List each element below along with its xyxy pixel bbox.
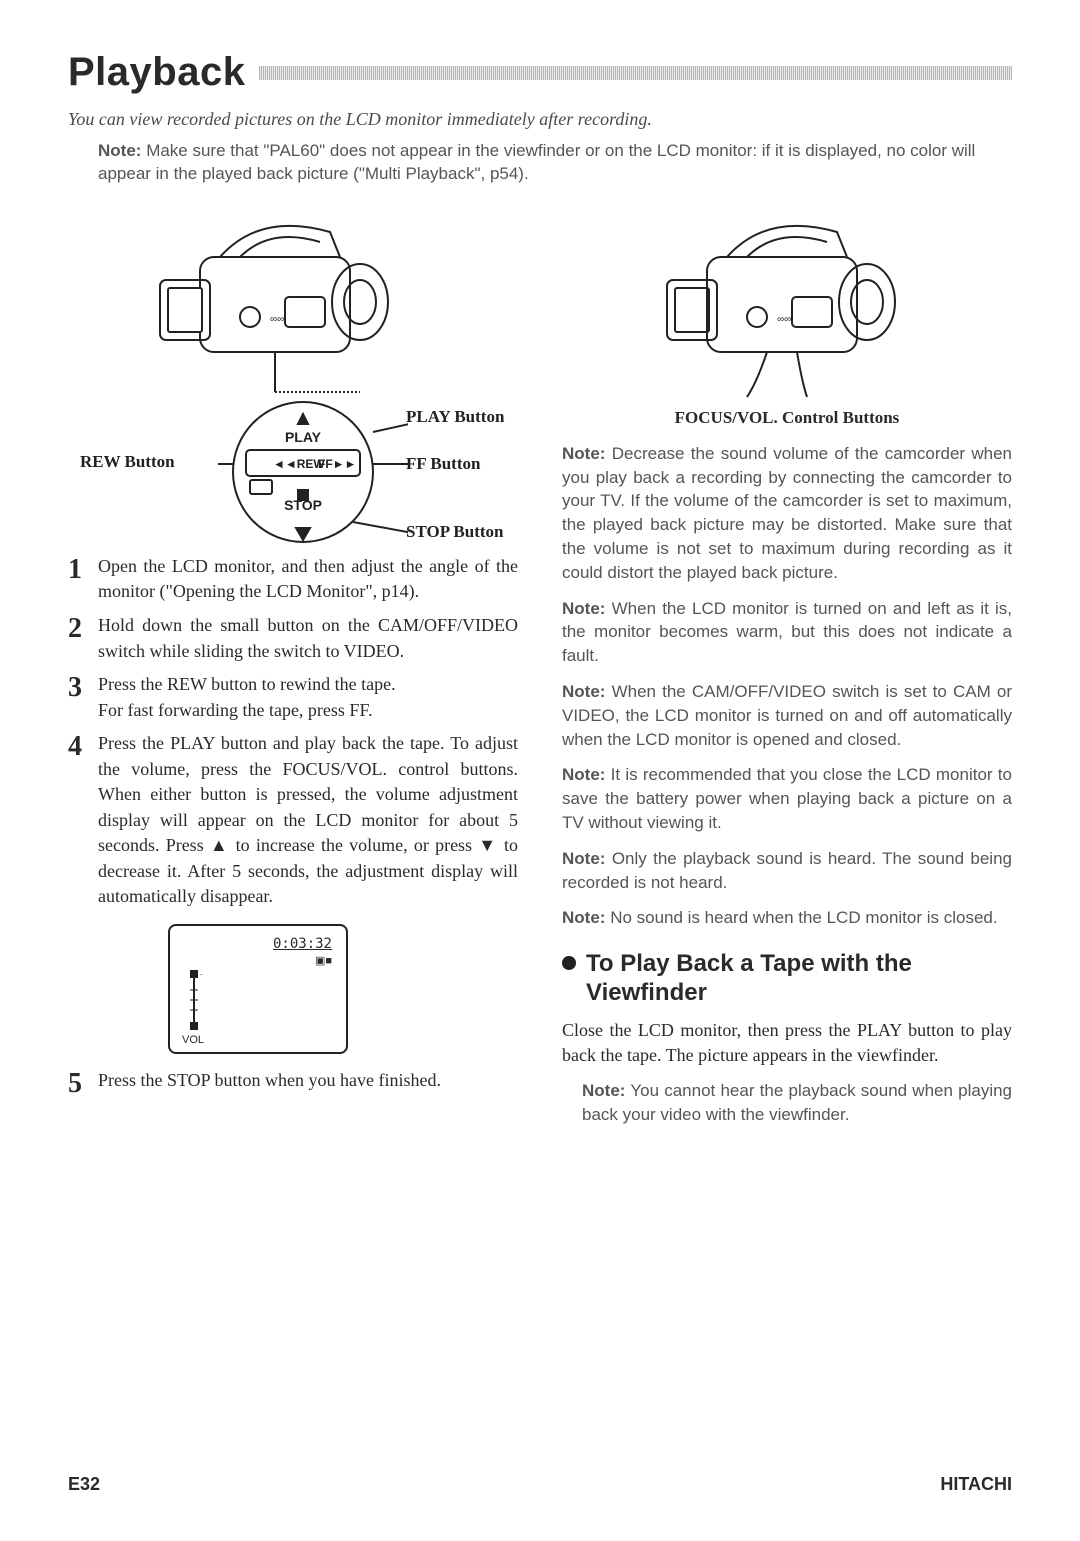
title-divider-bar <box>259 66 1012 80</box>
right-note-4: Note: Only the playback sound is heard. … <box>562 847 1012 895</box>
right-column: ∞∞ FOCUS/VOL. Control Buttons Note: Decr… <box>562 202 1012 1139</box>
svg-text:FF►►: FF►► <box>318 457 356 471</box>
section-viewfinder-title: To Play Back a Tape with the Viewfinder <box>562 950 1012 1008</box>
top-note-text: Make sure that "PAL60" does not appear i… <box>98 141 975 183</box>
ff-button-label: FF Button <box>406 454 480 474</box>
section-viewfinder-note-text: You cannot hear the playback sound when … <box>582 1081 1012 1124</box>
rew-button-label: REW Button <box>80 452 175 472</box>
section-viewfinder-note-label: Note: <box>582 1081 625 1100</box>
lcd-vol-label: VOL <box>182 1034 204 1046</box>
volume-bar-icon: + <box>188 970 202 1030</box>
step-3: Press the REW button to rewind the tape.… <box>68 672 518 723</box>
camcorder-focus-diagram: ∞∞ <box>562 202 1012 402</box>
play-button-label: PLAY Button <box>406 407 504 427</box>
right-note-1: Note: When the LCD monitor is turned on … <box>562 597 1012 668</box>
step-2: Hold down the small button on the CAM/OF… <box>68 613 518 664</box>
camcorder-icon: ∞∞ <box>130 202 430 402</box>
svg-text:PLAY: PLAY <box>285 429 322 445</box>
right-note-2: Note: When the CAM/OFF/VIDEO switch is s… <box>562 680 1012 751</box>
step-5: Press the STOP button when you have fini… <box>68 1068 518 1094</box>
page-title: Playback <box>68 50 245 95</box>
top-note: Note: Make sure that "PAL60" does not ap… <box>98 140 1012 186</box>
lcd-time: 0:03:32 <box>273 936 332 952</box>
left-column: ∞∞ PLAY ◄◄REW FF►► <box>68 202 518 1139</box>
controls-detail-icon: PLAY ◄◄REW FF►► STOP <box>218 392 408 552</box>
bullet-icon <box>562 956 576 970</box>
top-note-label: Note: <box>98 141 141 160</box>
camcorder-focus-icon: ∞∞ <box>637 202 937 402</box>
page-number: E32 <box>68 1474 100 1495</box>
section-viewfinder-body: Close the LCD monitor, then press the PL… <box>562 1018 1012 1069</box>
svg-text:∞∞: ∞∞ <box>777 314 791 325</box>
right-note-3: Note: It is recommended that you close t… <box>562 763 1012 834</box>
intro-text: You can view recorded pictures on the LC… <box>68 109 1012 130</box>
section-viewfinder-title-text: To Play Back a Tape with the Viewfinder <box>586 950 1012 1008</box>
page-title-row: Playback <box>68 50 1012 95</box>
svg-text:∞∞: ∞∞ <box>270 314 284 325</box>
steps-list: Open the LCD monitor, and then adjust th… <box>68 554 518 910</box>
focus-caption: FOCUS/VOL. Control Buttons <box>562 408 1012 428</box>
steps-list-cont: Press the STOP button when you have fini… <box>68 1068 518 1094</box>
svg-text:+: + <box>200 970 202 981</box>
lcd-display-diagram: 0:03:32 ▣■ + VOL <box>168 924 348 1054</box>
step-1: Open the LCD monitor, and then adjust th… <box>68 554 518 605</box>
section-viewfinder-note: Note: You cannot hear the playback sound… <box>582 1079 1012 1127</box>
step-4: Press the PLAY button and play back the … <box>68 731 518 910</box>
camcorder-diagram: ∞∞ PLAY ◄◄REW FF►► <box>68 202 518 542</box>
page-footer: E32 HITACHI <box>68 1474 1012 1495</box>
right-note-0: Note: Decrease the sound volume of the c… <box>562 442 1012 585</box>
right-note-5: Note: No sound is heard when the LCD mon… <box>562 906 1012 930</box>
brand-name: HITACHI <box>940 1474 1012 1495</box>
stop-button-label: STOP Button <box>406 522 503 542</box>
lcd-rec-icon: ▣■ <box>315 954 332 967</box>
